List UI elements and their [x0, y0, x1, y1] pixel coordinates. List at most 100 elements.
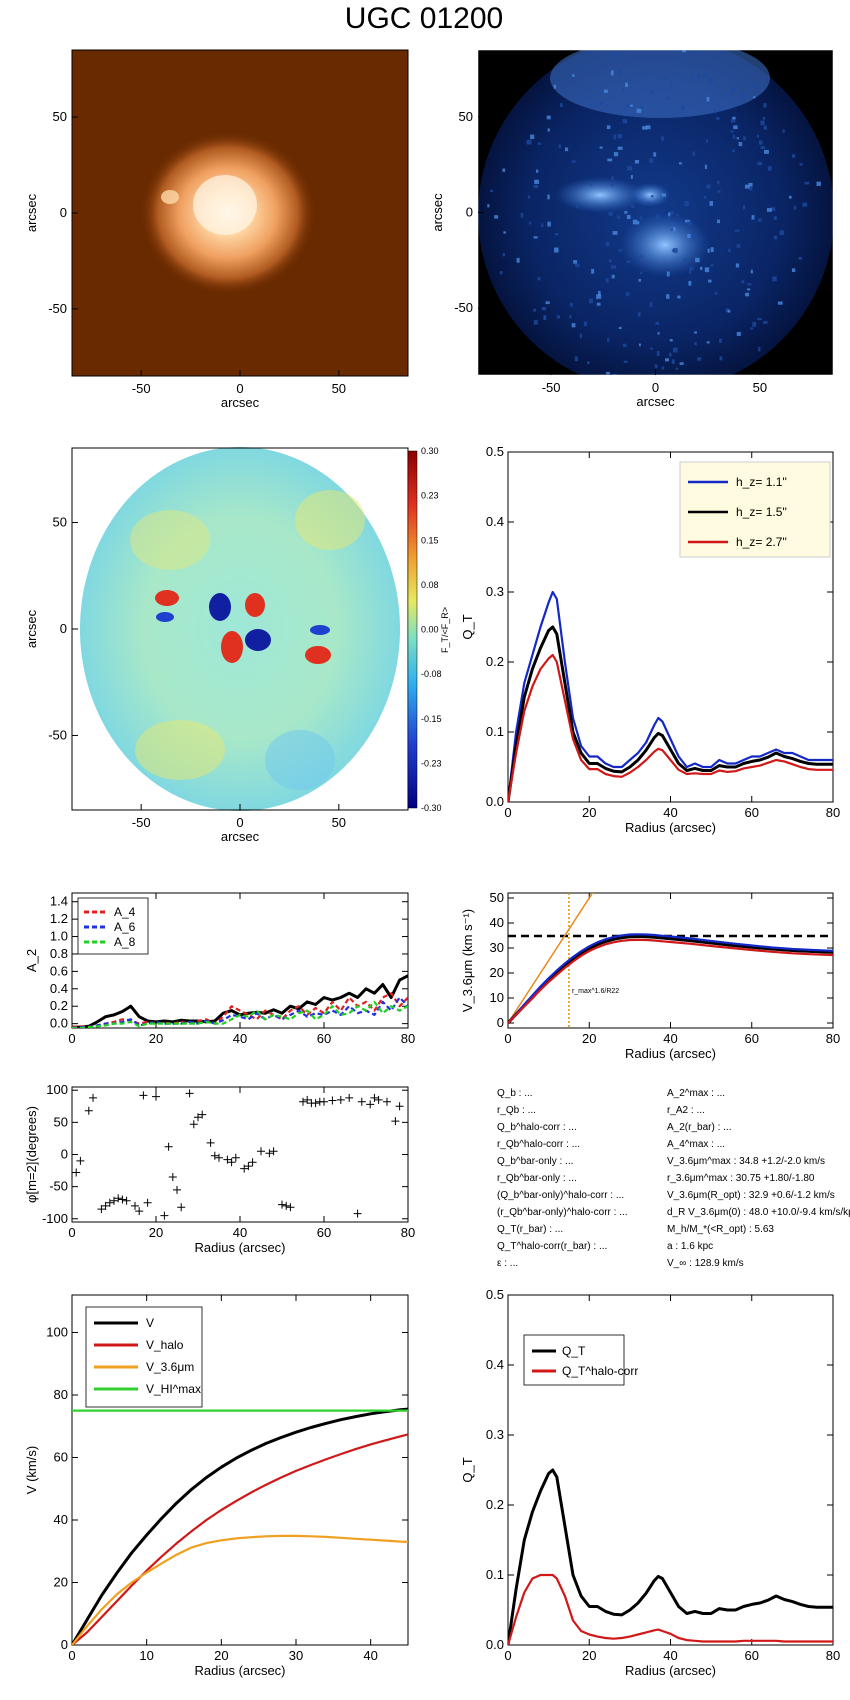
data-point — [282, 1201, 291, 1210]
residual-speck — [773, 216, 777, 220]
legend-entry: h_z= 1.5'' — [736, 505, 787, 519]
residual-speck — [546, 115, 551, 120]
y-tick-label: 1.0 — [50, 929, 68, 944]
residual-speck — [733, 125, 738, 130]
data-point — [185, 1089, 194, 1098]
residual-speck — [714, 291, 718, 295]
residual-speck — [758, 140, 763, 145]
residual-speck — [770, 207, 776, 211]
residual-speck — [798, 256, 803, 260]
y-tick-label: 60 — [54, 1450, 68, 1465]
residual-speck — [611, 265, 616, 269]
y-tick-label: -50 — [48, 727, 67, 742]
x-axis-label: Radius (arcsec) — [625, 1663, 716, 1678]
residual-speck — [747, 288, 751, 291]
info-right-line: M_h/M_*(<R_opt) : 5.63 — [667, 1224, 774, 1235]
residual-speck — [779, 230, 784, 235]
residual-speck — [687, 233, 691, 238]
residual-speck — [642, 126, 648, 130]
plot-frame — [71, 1294, 409, 1646]
residual-speck — [554, 247, 559, 253]
x-tick-label: 0 — [504, 1031, 511, 1046]
residual-speck — [706, 139, 709, 143]
data-point — [299, 1097, 307, 1106]
y-tick-label: -50 — [48, 301, 67, 316]
residual-speck — [672, 347, 678, 353]
residual-speck — [490, 189, 493, 193]
x-tick-label: -50 — [542, 380, 561, 395]
series-line — [72, 1534, 408, 1645]
data-point — [357, 1097, 366, 1106]
data-point — [210, 1151, 219, 1160]
residual-speck — [516, 257, 520, 263]
torque-blue-4 — [310, 625, 330, 635]
colorbar-tick-label: 0.08 — [421, 580, 439, 590]
residual-speck — [647, 201, 650, 205]
legend-entry: A_4 — [114, 905, 136, 919]
residual-speck — [777, 301, 783, 305]
residual-speck — [576, 203, 579, 208]
residual-speck — [658, 218, 663, 221]
residual-speck — [708, 279, 712, 283]
data-point — [227, 1158, 236, 1167]
residual-speck — [586, 361, 590, 365]
info-left-line: Q_b^bar-only : ... — [497, 1156, 573, 1167]
residual-speck — [634, 160, 640, 164]
residual-speck — [756, 134, 760, 138]
x-tick-label: 60 — [745, 805, 759, 820]
y-tick-label: 0.5 — [486, 1287, 504, 1302]
series-line — [508, 935, 833, 1025]
data-point — [76, 1156, 85, 1165]
data-point — [72, 1168, 81, 1177]
residual-speck — [625, 82, 628, 87]
residual-speck — [666, 271, 670, 277]
x-tick-label: 80 — [826, 1031, 840, 1046]
y-tick-label: 50 — [490, 890, 504, 905]
panel-galaxy-image — [71, 49, 409, 377]
residual-speck — [670, 83, 673, 87]
residual-speck — [732, 116, 736, 120]
inner-slope-line — [508, 893, 594, 1024]
residual-speck — [743, 136, 746, 141]
data-point — [118, 1195, 127, 1204]
y-tick-label: 0.0 — [486, 794, 504, 809]
residual-speck — [691, 75, 695, 80]
residual-speck — [526, 139, 532, 145]
residual-speck — [502, 252, 506, 257]
residual-speck — [752, 321, 757, 327]
y-tick-label: 20 — [490, 965, 504, 980]
data-point — [265, 1149, 274, 1158]
x-tick-label: 40 — [663, 1648, 677, 1663]
y-tick-label: 50 — [53, 109, 67, 124]
residual-speck — [649, 158, 654, 163]
colorbar-tick-label: 0.30 — [421, 446, 439, 456]
data-point — [110, 1196, 118, 1205]
x-tick-label: 60 — [317, 1031, 331, 1046]
colorbar-tick-label: 0.00 — [421, 625, 439, 635]
residual-speck — [638, 343, 641, 347]
residual-speck — [688, 280, 692, 286]
data-point — [89, 1093, 97, 1102]
residual-speck — [649, 302, 653, 308]
residual-speck — [738, 142, 743, 147]
residual-speck — [579, 333, 582, 339]
info-right-line: V_3.6μm^max : 34.8 +1.2/-2.0 km/s — [667, 1156, 825, 1167]
residual-speck — [588, 298, 593, 304]
data-point — [122, 1196, 131, 1205]
residual-speck — [503, 231, 506, 234]
data-point — [164, 1142, 173, 1151]
residual-speck — [560, 102, 563, 108]
torque-blue-2 — [245, 629, 271, 651]
info-right-line: r_3.6μm^max : 30.75 +1.80/-1.80 — [667, 1173, 815, 1184]
residual-speck — [535, 169, 539, 173]
residual-speck — [727, 310, 731, 313]
series-line — [508, 653, 833, 802]
data-point — [366, 1100, 375, 1109]
residual-speck — [638, 278, 641, 282]
residual-speck — [613, 134, 617, 140]
legend-entry: Q_T^halo-corr — [562, 1364, 638, 1378]
residual-speck — [749, 187, 753, 191]
torque-patch-4 — [265, 730, 335, 790]
x-axis-label: Radius (arcsec) — [625, 1046, 716, 1061]
series-line — [508, 625, 833, 802]
